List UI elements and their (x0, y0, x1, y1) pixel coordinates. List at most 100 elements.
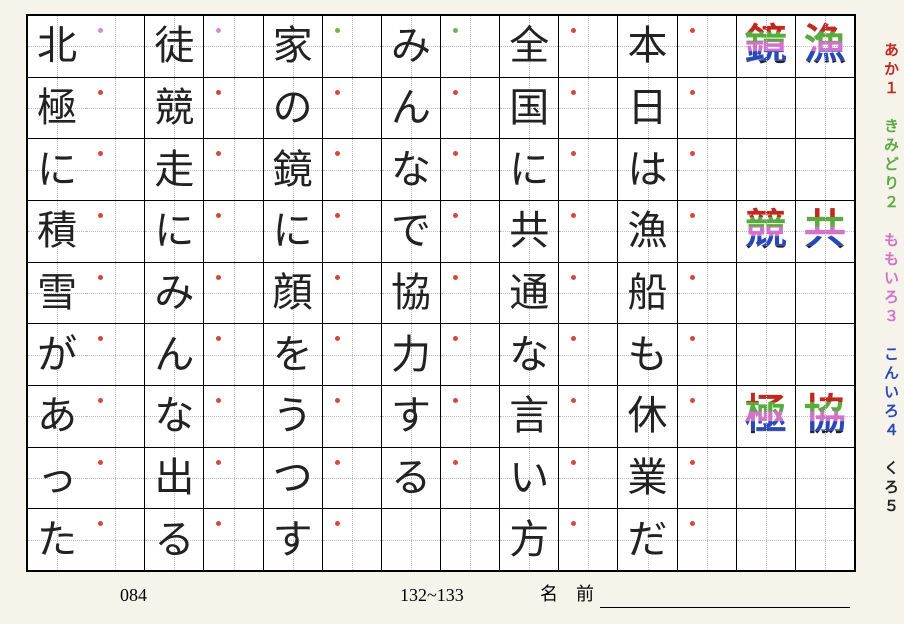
col-kanji-a: 漁漁漁漁漁共共共共共協協協協協 (796, 16, 854, 570)
kanji-character: 徒 (154, 26, 194, 66)
grid-cell: あ (28, 386, 86, 448)
col-sentence-5: 徒競走にみんな出る (145, 16, 204, 570)
guide-dot (216, 521, 221, 526)
kanji-character: 家 (273, 26, 313, 66)
kanji-character: 業 (628, 458, 668, 498)
kanji-character: の (273, 88, 313, 128)
grid-cell (559, 386, 617, 448)
grid-cell: 顔 (264, 263, 322, 325)
kanji-character: は (628, 150, 668, 190)
grid-cell (86, 201, 144, 263)
grid-cell (559, 324, 617, 386)
grid-cell (204, 324, 262, 386)
kanji-character: 北 (37, 26, 77, 66)
grid-cell (441, 386, 499, 448)
guide-dot (690, 275, 695, 280)
grid-cell: 業 (618, 448, 676, 510)
grid-cell: 走 (145, 139, 203, 201)
guide-dot (335, 151, 340, 156)
guide-dot (335, 90, 340, 95)
kanji-character: 競 (154, 88, 194, 128)
grid-cell (441, 263, 499, 325)
grid-cell (678, 16, 736, 78)
grid-cell: 力 (382, 324, 440, 386)
col-blank-5 (204, 16, 263, 570)
kanji-character: が (37, 335, 77, 375)
grid-cell (204, 201, 262, 263)
grid-cell: を (264, 324, 322, 386)
guide-dot (98, 521, 103, 526)
guide-dot (216, 398, 221, 403)
guide-dot (571, 90, 576, 95)
grid-cell: 徒 (145, 16, 203, 78)
kanji-character: 顔 (273, 273, 313, 313)
grid-cell (559, 16, 617, 78)
grid-cell: み (145, 263, 203, 325)
kanji-character: 雪 (37, 273, 77, 313)
grid-cell (678, 386, 736, 448)
guide-dot (571, 521, 576, 526)
grid-cell: 漁 (618, 201, 676, 263)
guide-dot (690, 398, 695, 403)
kanji-character: 日 (628, 88, 668, 128)
grid-cell (323, 448, 381, 510)
kanji-character: も (628, 335, 668, 375)
sheet-number: 084 (120, 585, 147, 606)
grid-cell (86, 386, 144, 448)
grid-cell: だ (618, 509, 676, 570)
kanji-character: 力 (391, 335, 431, 375)
kanji-character: み (154, 273, 194, 313)
kanji-character: 極 (37, 88, 77, 128)
grid-cell: 北 (28, 16, 86, 78)
kanji-character: た (37, 520, 77, 560)
kanji-character: 全 (509, 26, 549, 66)
grid-cell: も (618, 324, 676, 386)
grid-cell: 家 (264, 16, 322, 78)
kanji-character: な (391, 150, 431, 190)
guide-dot (335, 336, 340, 341)
grid-cell: 競競競競競 (737, 201, 795, 263)
grid-cell: 極極極極極 (737, 386, 795, 448)
grid-cell (204, 263, 262, 325)
guide-dot (453, 213, 458, 218)
guide-dot (690, 336, 695, 341)
guide-dot (216, 336, 221, 341)
guide-dot (98, 398, 103, 403)
guide-dot (98, 151, 103, 156)
grid-cell (796, 509, 854, 570)
kanji-character: を (273, 335, 313, 375)
grid-cell (204, 509, 262, 570)
grid-cell (559, 448, 617, 510)
kanji-character: う (273, 396, 313, 436)
guide-dot (335, 398, 340, 403)
grid-cell (382, 509, 440, 570)
guide-dot (571, 28, 576, 33)
grid-cell (678, 78, 736, 140)
kanji-character: み (391, 26, 431, 66)
grid-cell: 競 (145, 78, 203, 140)
guide-dot (335, 460, 340, 465)
grid-cell (204, 78, 262, 140)
kanji-character: 本 (628, 26, 668, 66)
kanji-character: だ (628, 520, 668, 560)
grid-cell: 共共共共共 (796, 201, 854, 263)
kanji-character: 漁 (628, 211, 668, 251)
guide-dot (571, 336, 576, 341)
grid-cell (678, 263, 736, 325)
grid-cell: 漁漁漁漁漁 (796, 16, 854, 78)
legend-item: あか１ (882, 42, 898, 99)
grid-cell: な (382, 139, 440, 201)
grid-cell: っ (28, 448, 86, 510)
guide-dot (98, 90, 103, 95)
color-legend: あか１ きみどり２ ももいろ３ こんいろ４ くろ５ (879, 42, 900, 517)
grid-cell (323, 263, 381, 325)
grid-cell (86, 324, 144, 386)
col-blank-4 (323, 16, 382, 570)
grid-cell: な (145, 386, 203, 448)
grid-cell: 日 (618, 78, 676, 140)
col-blank-1 (678, 16, 737, 570)
guide-dot (216, 151, 221, 156)
kanji-character: 走 (154, 150, 194, 190)
grid-cell (441, 139, 499, 201)
grid-cell (86, 448, 144, 510)
